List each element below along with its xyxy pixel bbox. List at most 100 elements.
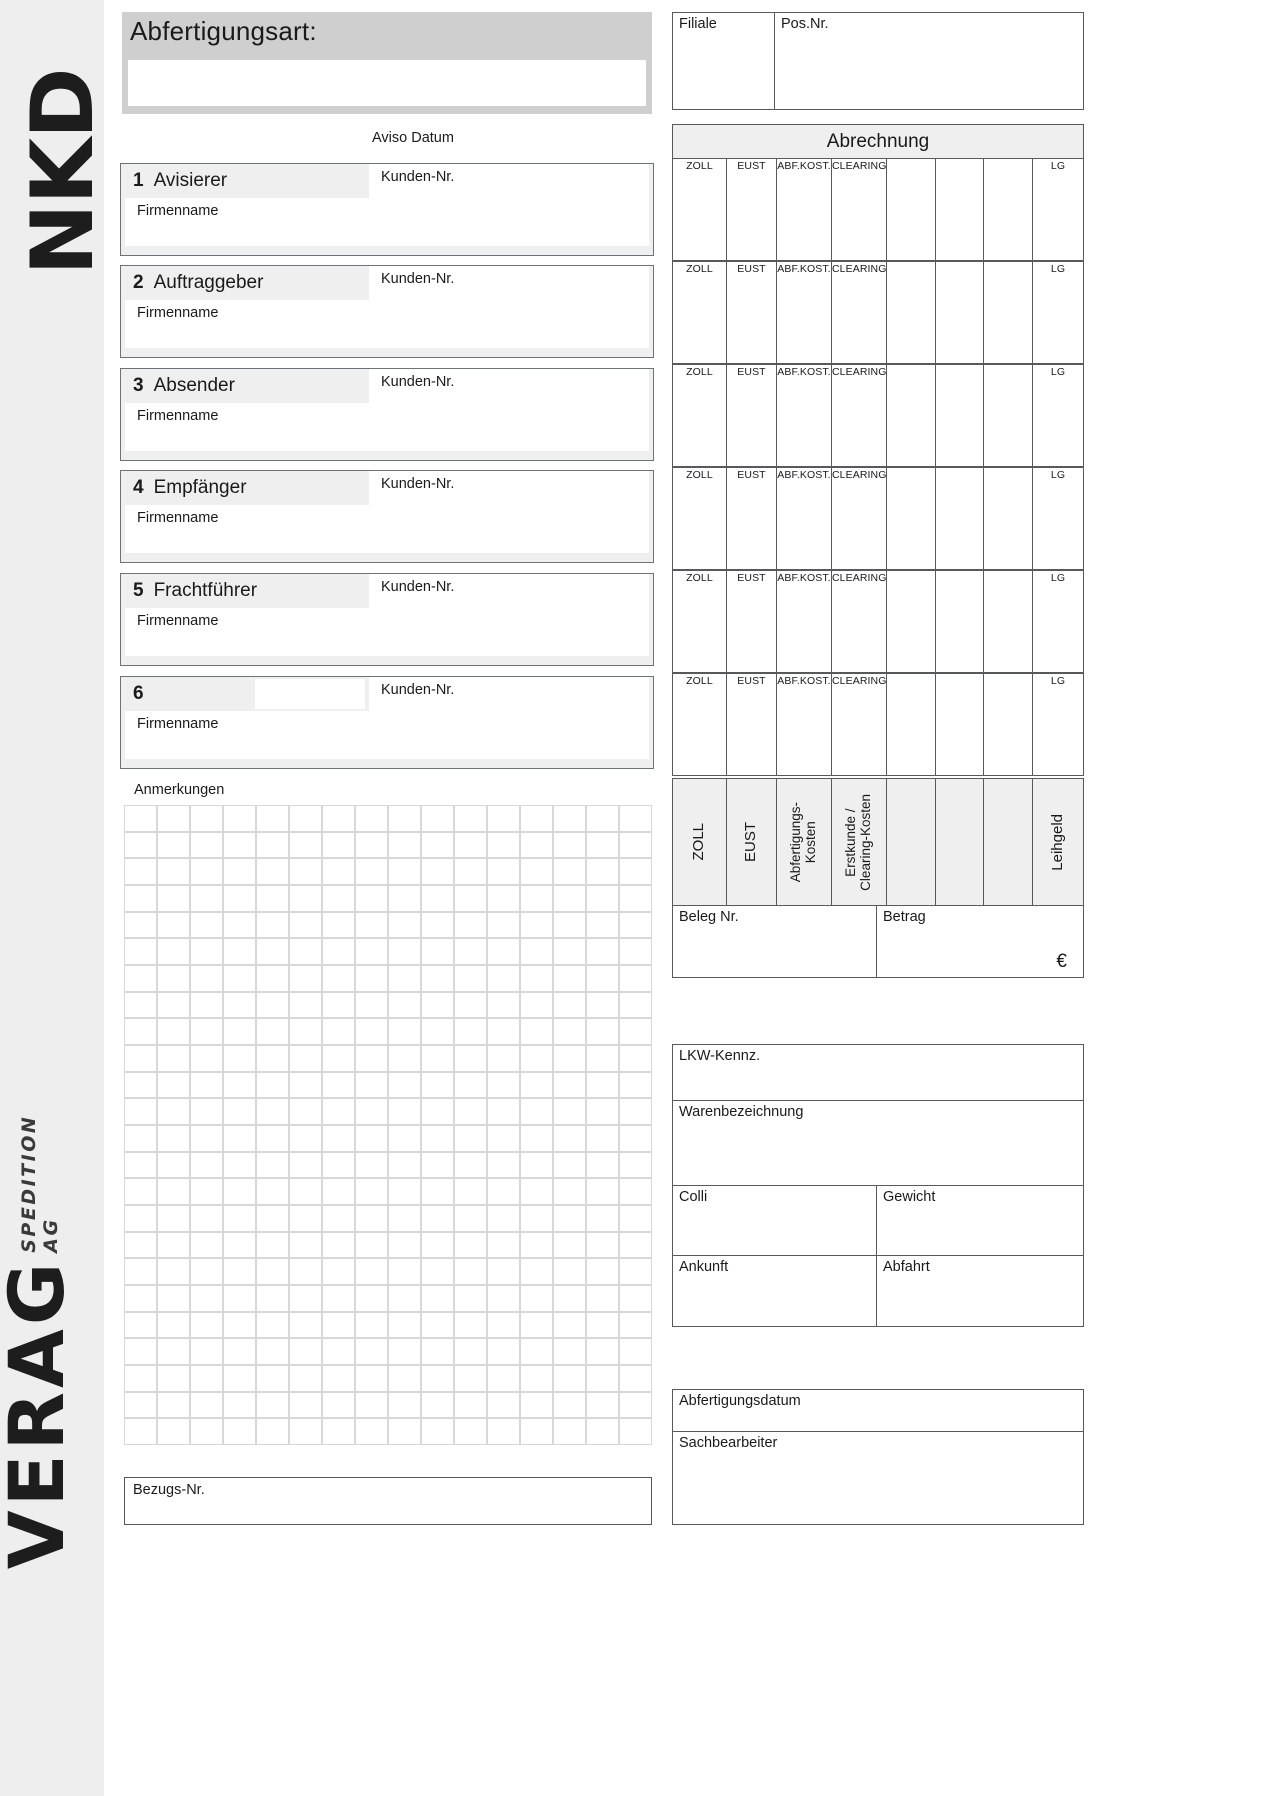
anmerkungen-cell[interactable] bbox=[487, 964, 520, 992]
betrag-field[interactable]: Betrag € bbox=[877, 906, 1083, 977]
anmerkungen-cell[interactable] bbox=[553, 1178, 586, 1205]
anmerkungen-cell[interactable] bbox=[322, 1311, 355, 1339]
anmerkungen-cell[interactable] bbox=[520, 884, 553, 912]
anmerkungen-cell[interactable] bbox=[322, 911, 355, 939]
kunden-nr-field[interactable]: Kunden-Nr. bbox=[369, 574, 649, 608]
anmerkungen-cell[interactable] bbox=[388, 1418, 421, 1445]
anmerkungen-grid[interactable] bbox=[124, 805, 652, 1445]
anmerkungen-cell[interactable] bbox=[355, 858, 388, 885]
anmerkungen-cell[interactable] bbox=[157, 805, 190, 832]
anmerkungen-cell[interactable] bbox=[553, 1258, 586, 1285]
bezugs-nr-field[interactable]: Bezugs-Nr. bbox=[124, 1477, 652, 1525]
anmerkungen-cell[interactable] bbox=[124, 1204, 157, 1232]
anmerkungen-cell[interactable] bbox=[157, 1204, 190, 1232]
anmerkungen-cell[interactable] bbox=[124, 1418, 157, 1445]
anmerkungen-cell[interactable] bbox=[586, 1284, 619, 1312]
abrechnung-cell[interactable] bbox=[887, 159, 936, 260]
anmerkungen-cell[interactable] bbox=[487, 1311, 520, 1339]
anmerkungen-cell[interactable] bbox=[454, 1364, 487, 1392]
anmerkungen-cell[interactable] bbox=[322, 1178, 355, 1205]
anmerkungen-cell[interactable] bbox=[487, 1418, 520, 1445]
anmerkungen-cell[interactable] bbox=[487, 858, 520, 885]
anmerkungen-cell[interactable] bbox=[487, 1284, 520, 1312]
kunden-nr-field[interactable]: Kunden-Nr. bbox=[369, 266, 649, 300]
anmerkungen-cell[interactable] bbox=[190, 805, 223, 832]
anmerkungen-cell[interactable] bbox=[289, 1071, 322, 1099]
anmerkungen-cell[interactable] bbox=[619, 1418, 652, 1445]
firmenname-field[interactable]: Firmenname bbox=[125, 300, 649, 348]
abrechnung-cell[interactable]: ABF.KOST. bbox=[777, 159, 832, 260]
anmerkungen-cell[interactable] bbox=[619, 964, 652, 992]
abrechnung-cell[interactable]: LG bbox=[1033, 365, 1083, 466]
anmerkungen-cell[interactable] bbox=[520, 1124, 553, 1152]
anmerkungen-cell[interactable] bbox=[487, 991, 520, 1019]
anmerkungen-cell[interactable] bbox=[421, 1258, 454, 1285]
anmerkungen-cell[interactable] bbox=[190, 1044, 223, 1072]
anmerkungen-cell[interactable] bbox=[487, 1364, 520, 1392]
summary-cell[interactable]: ZOLL bbox=[673, 779, 727, 905]
anmerkungen-cell[interactable] bbox=[355, 1018, 388, 1045]
anmerkungen-cell[interactable] bbox=[157, 1124, 190, 1152]
anmerkungen-cell[interactable] bbox=[256, 1258, 289, 1285]
anmerkungen-cell[interactable] bbox=[157, 1178, 190, 1205]
anmerkungen-cell[interactable] bbox=[553, 1151, 586, 1179]
anmerkungen-cell[interactable] bbox=[421, 1178, 454, 1205]
abrechnung-cell[interactable]: CLEARING bbox=[832, 159, 887, 260]
anmerkungen-cell[interactable] bbox=[322, 1098, 355, 1125]
abrechnung-cell[interactable]: EUST bbox=[727, 365, 777, 466]
anmerkungen-cell[interactable] bbox=[388, 938, 421, 965]
anmerkungen-cell[interactable] bbox=[520, 1391, 553, 1419]
anmerkungen-cell[interactable] bbox=[124, 1044, 157, 1072]
anmerkungen-cell[interactable] bbox=[520, 1338, 553, 1365]
anmerkungen-cell[interactable] bbox=[190, 1311, 223, 1339]
anmerkungen-cell[interactable] bbox=[190, 938, 223, 965]
anmerkungen-cell[interactable] bbox=[619, 1231, 652, 1259]
anmerkungen-cell[interactable] bbox=[487, 1098, 520, 1125]
anmerkungen-cell[interactable] bbox=[289, 1151, 322, 1179]
anmerkungen-cell[interactable] bbox=[157, 884, 190, 912]
anmerkungen-cell[interactable] bbox=[157, 1151, 190, 1179]
abrechnung-cell[interactable]: ZOLL bbox=[673, 365, 727, 466]
anmerkungen-cell[interactable] bbox=[124, 805, 157, 832]
abrechnung-cell[interactable]: ABF.KOST. bbox=[777, 468, 832, 569]
anmerkungen-cell[interactable] bbox=[388, 1098, 421, 1125]
anmerkungen-cell[interactable] bbox=[520, 1258, 553, 1285]
anmerkungen-cell[interactable] bbox=[124, 964, 157, 992]
anmerkungen-cell[interactable] bbox=[553, 964, 586, 992]
anmerkungen-cell[interactable] bbox=[322, 1418, 355, 1445]
anmerkungen-cell[interactable] bbox=[553, 805, 586, 832]
anmerkungen-cell[interactable] bbox=[553, 831, 586, 859]
anmerkungen-cell[interactable] bbox=[586, 1018, 619, 1045]
anmerkungen-cell[interactable] bbox=[553, 1364, 586, 1392]
anmerkungen-cell[interactable] bbox=[124, 1178, 157, 1205]
anmerkungen-cell[interactable] bbox=[256, 1018, 289, 1045]
anmerkungen-cell[interactable] bbox=[520, 1178, 553, 1205]
anmerkungen-cell[interactable] bbox=[487, 911, 520, 939]
anmerkungen-cell[interactable] bbox=[289, 991, 322, 1019]
anmerkungen-cell[interactable] bbox=[289, 1364, 322, 1392]
anmerkungen-cell[interactable] bbox=[586, 1364, 619, 1392]
abrechnung-cell[interactable]: CLEARING bbox=[832, 674, 887, 775]
anmerkungen-cell[interactable] bbox=[157, 1364, 190, 1392]
anmerkungen-cell[interactable] bbox=[421, 805, 454, 832]
anmerkungen-cell[interactable] bbox=[388, 1231, 421, 1259]
anmerkungen-cell[interactable] bbox=[124, 1151, 157, 1179]
anmerkungen-cell[interactable] bbox=[157, 964, 190, 992]
anmerkungen-cell[interactable] bbox=[190, 1364, 223, 1392]
anmerkungen-cell[interactable] bbox=[421, 1124, 454, 1152]
anmerkungen-cell[interactable] bbox=[256, 1364, 289, 1392]
anmerkungen-cell[interactable] bbox=[454, 1418, 487, 1445]
anmerkungen-cell[interactable] bbox=[124, 1098, 157, 1125]
anmerkungen-cell[interactable] bbox=[223, 1124, 256, 1152]
anmerkungen-cell[interactable] bbox=[124, 1018, 157, 1045]
anmerkungen-cell[interactable] bbox=[454, 858, 487, 885]
anmerkungen-cell[interactable] bbox=[355, 1284, 388, 1312]
abrechnung-cell[interactable]: ZOLL bbox=[673, 159, 727, 260]
anmerkungen-cell[interactable] bbox=[586, 1124, 619, 1152]
anmerkungen-cell[interactable] bbox=[553, 1231, 586, 1259]
anmerkungen-cell[interactable] bbox=[223, 1098, 256, 1125]
anmerkungen-cell[interactable] bbox=[454, 1124, 487, 1152]
anmerkungen-cell[interactable] bbox=[190, 1071, 223, 1099]
anmerkungen-cell[interactable] bbox=[256, 884, 289, 912]
anmerkungen-cell[interactable] bbox=[322, 1151, 355, 1179]
